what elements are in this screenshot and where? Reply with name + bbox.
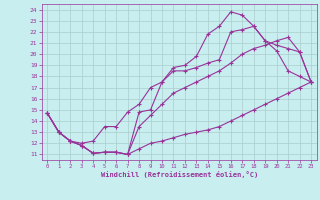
X-axis label: Windchill (Refroidissement éolien,°C): Windchill (Refroidissement éolien,°C) bbox=[100, 171, 258, 178]
